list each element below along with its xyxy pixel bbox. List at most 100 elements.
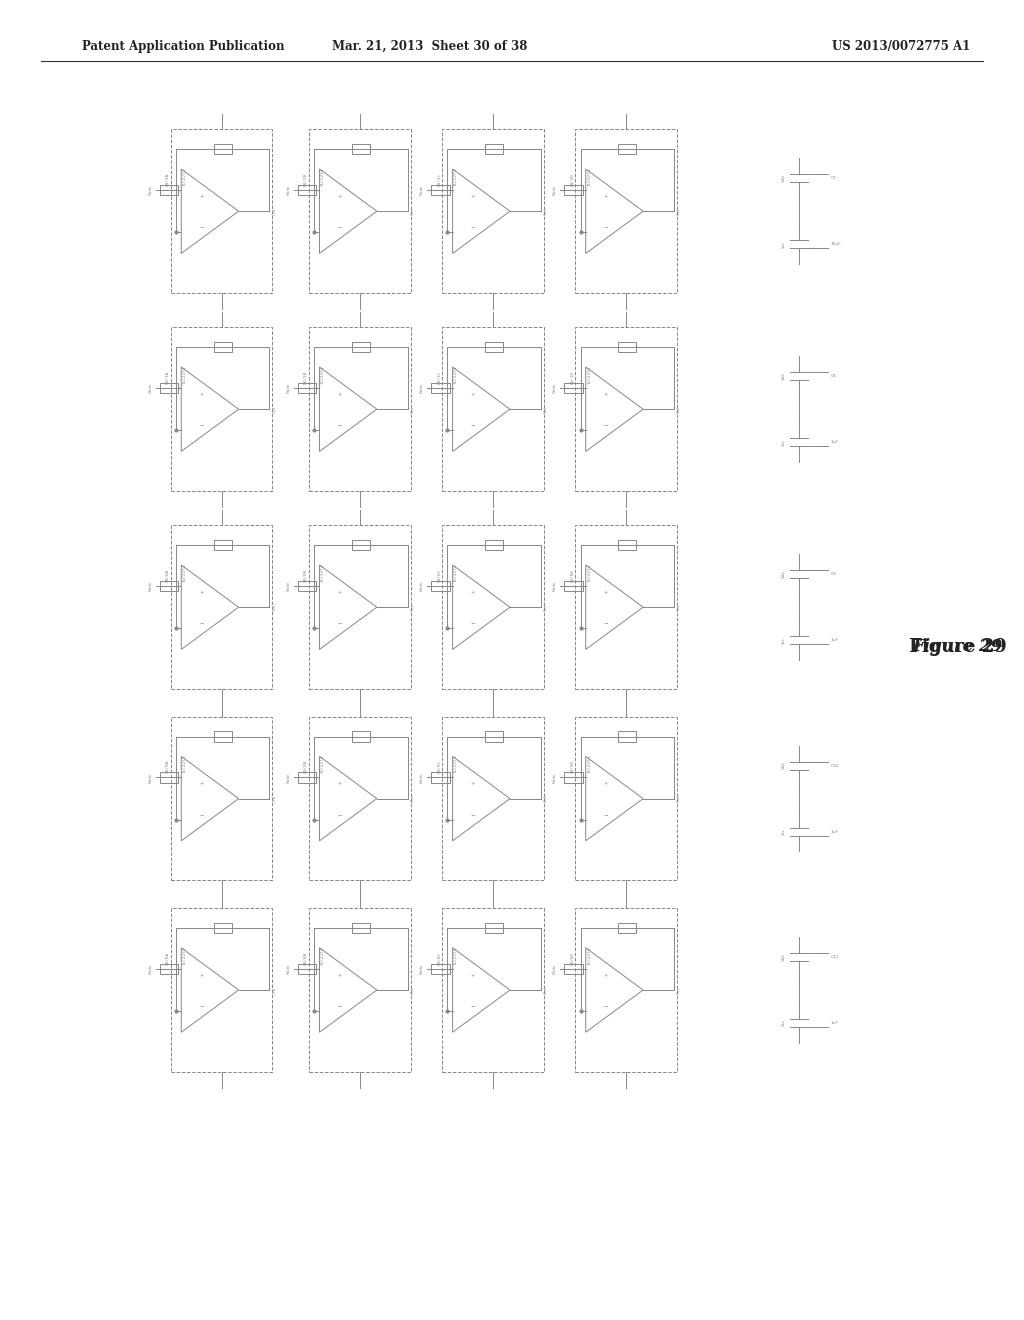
Bar [485, 342, 504, 352]
Bar [309, 327, 411, 491]
Text: −: − [470, 224, 475, 230]
Bar [352, 540, 371, 550]
Bar [171, 525, 272, 689]
Text: −: − [603, 422, 608, 428]
Text: Out: Out [544, 795, 548, 803]
Text: Out: Out [411, 795, 415, 803]
Text: U3/1D: U3/1D [570, 371, 574, 384]
Bar [564, 383, 583, 393]
Text: TLC2274: TLC2274 [455, 168, 459, 186]
Bar [160, 581, 178, 591]
Text: Node: Node [287, 772, 291, 783]
Text: +: + [604, 194, 608, 199]
Text: Node: Node [420, 772, 424, 783]
Text: −: − [337, 1003, 342, 1008]
Text: 1uF: 1uF [830, 829, 839, 834]
Text: +: + [604, 781, 608, 787]
Bar [160, 772, 178, 783]
Text: +: + [338, 973, 342, 978]
Text: Node: Node [148, 581, 153, 591]
Text: U3/0B: U3/0B [304, 569, 308, 582]
Text: TLC2274: TLC2274 [455, 564, 459, 582]
Text: +: + [338, 781, 342, 787]
Text: U3/9B: U3/9B [304, 760, 308, 774]
Text: Vdd: Vdd [782, 953, 786, 961]
Text: TLC2274: TLC2274 [183, 755, 187, 774]
Text: +: + [338, 194, 342, 199]
Text: −: − [337, 422, 342, 428]
Text: TLC2274: TLC2274 [183, 946, 187, 965]
Bar [618, 342, 637, 352]
Bar [213, 342, 231, 352]
Bar [564, 772, 583, 783]
Text: +: + [604, 973, 608, 978]
Bar [298, 383, 316, 393]
Text: +: + [200, 392, 204, 397]
Text: U3/9A: U3/9A [166, 760, 170, 774]
Bar [298, 772, 316, 783]
Bar [431, 964, 450, 974]
Bar [618, 923, 637, 933]
Text: U3/2D: U3/2D [570, 173, 574, 186]
Bar [298, 185, 316, 195]
Text: Node: Node [553, 772, 557, 783]
Text: −: − [199, 620, 204, 626]
Text: Out: Out [411, 207, 415, 215]
Text: Out: Out [544, 603, 548, 611]
Bar [213, 731, 231, 742]
Text: U3/0A: U3/0A [166, 569, 170, 582]
Text: +: + [338, 590, 342, 595]
Text: Out: Out [411, 405, 415, 413]
Text: Out: Out [272, 986, 276, 994]
Text: TLC2274: TLC2274 [455, 366, 459, 384]
Text: Out: Out [272, 795, 276, 803]
Text: −: − [470, 1003, 475, 1008]
Bar [575, 525, 677, 689]
Text: C9: C9 [830, 572, 837, 577]
Text: −: − [199, 812, 204, 817]
Text: +: + [338, 392, 342, 397]
Text: 1uF: 1uF [830, 1020, 839, 1026]
Bar [564, 581, 583, 591]
Text: U3/0C: U3/0C [437, 569, 441, 582]
Text: U3/9C: U3/9C [437, 760, 441, 774]
Text: C7: C7 [830, 176, 837, 181]
Text: TLC2274: TLC2274 [588, 366, 592, 384]
Bar [564, 185, 583, 195]
Text: Vss: Vss [782, 1019, 786, 1027]
Text: 1uF: 1uF [830, 440, 839, 445]
Text: +: + [200, 590, 204, 595]
Bar [564, 964, 583, 974]
Text: Node: Node [287, 383, 291, 393]
Text: −: − [603, 224, 608, 230]
Text: TLC2274: TLC2274 [588, 946, 592, 965]
Text: +: + [604, 590, 608, 595]
Text: U3/2A: U3/2A [166, 173, 170, 186]
Bar [431, 185, 450, 195]
Bar [575, 717, 677, 880]
Bar [309, 525, 411, 689]
Bar [309, 908, 411, 1072]
Text: Out: Out [544, 207, 548, 215]
Text: TLC2274: TLC2274 [455, 755, 459, 774]
Bar [213, 144, 231, 154]
Text: Out: Out [272, 405, 276, 413]
Text: −: − [603, 1003, 608, 1008]
Text: Out: Out [411, 986, 415, 994]
Text: Figure 29: Figure 29 [908, 638, 1007, 656]
Text: Vss: Vss [782, 438, 786, 446]
Text: U3/9D: U3/9D [570, 760, 574, 774]
Text: C8: C8 [830, 374, 837, 379]
Bar [309, 129, 411, 293]
Bar [160, 185, 178, 195]
Text: −: − [470, 812, 475, 817]
Bar [485, 540, 504, 550]
Text: Out: Out [677, 405, 681, 413]
Text: Out: Out [411, 603, 415, 611]
Text: −: − [199, 224, 204, 230]
Text: Vdd: Vdd [782, 174, 786, 182]
Text: TLC2274: TLC2274 [588, 564, 592, 582]
Text: U3/8C: U3/8C [437, 952, 441, 965]
Text: U3/8A: U3/8A [166, 952, 170, 965]
Text: Vss: Vss [782, 636, 786, 644]
